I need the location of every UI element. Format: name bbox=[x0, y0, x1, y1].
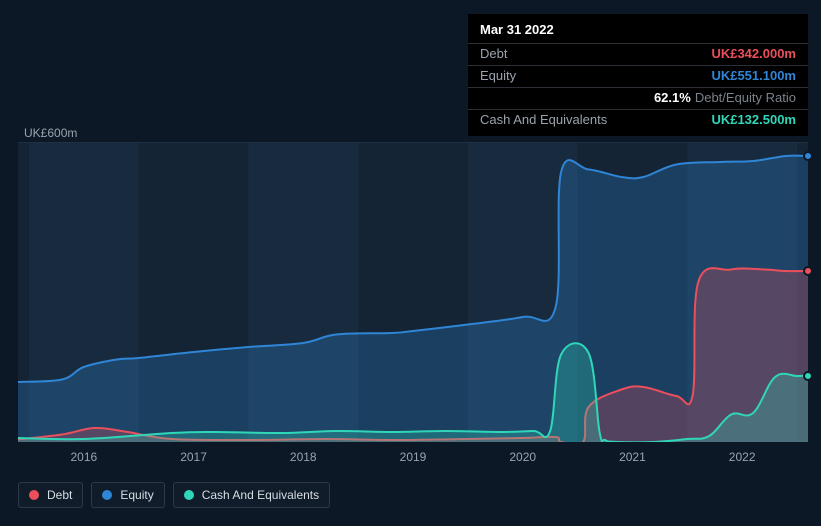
debt-equity-cash-chart bbox=[18, 142, 808, 442]
tooltip-date: Mar 31 2022 bbox=[468, 20, 808, 43]
debt-legend-dot-icon bbox=[29, 490, 39, 500]
equity-legend-dot-icon bbox=[102, 490, 112, 500]
tooltip-row: Debt UK£342.000m bbox=[468, 43, 808, 65]
tooltip-value: UK£342.000m bbox=[711, 46, 796, 63]
tooltip-row: Cash And Equivalents UK£132.500m bbox=[468, 109, 808, 131]
x-axis-tick: 2021 bbox=[619, 450, 646, 464]
x-axis-tick: 2019 bbox=[400, 450, 427, 464]
tooltip-row: Equity UK£551.100m bbox=[468, 65, 808, 87]
legend-item-debt[interactable]: Debt bbox=[18, 482, 83, 508]
x-axis-tick: 2017 bbox=[180, 450, 207, 464]
tooltip-ratio-pct: 62.1% bbox=[654, 90, 691, 105]
chart-tooltip: Mar 31 2022 Debt UK£342.000m Equity UK£551.… bbox=[468, 14, 808, 136]
debt-endpoint-marker bbox=[803, 266, 813, 276]
cash-endpoint-marker bbox=[803, 371, 813, 381]
tooltip-ratio-label: Debt/Equity Ratio bbox=[695, 90, 796, 105]
tooltip-label: Cash And Equivalents bbox=[480, 112, 607, 129]
legend-item-cash[interactable]: Cash And Equivalents bbox=[173, 482, 330, 508]
legend-label: Debt bbox=[47, 488, 72, 502]
x-axis-tick: 2020 bbox=[509, 450, 536, 464]
equity-endpoint-marker bbox=[803, 151, 813, 161]
tooltip-label: Debt bbox=[480, 46, 507, 63]
legend-item-equity[interactable]: Equity bbox=[91, 482, 164, 508]
tooltip-value: UK£551.100m bbox=[711, 68, 796, 85]
x-axis-tick: 2022 bbox=[729, 450, 756, 464]
cash-legend-dot-icon bbox=[184, 490, 194, 500]
legend-label: Cash And Equivalents bbox=[202, 488, 319, 502]
tooltip-value: UK£132.500m bbox=[711, 112, 796, 129]
x-axis-tick: 2018 bbox=[290, 450, 317, 464]
y-axis-top-label: UK£600m bbox=[24, 126, 77, 140]
x-axis-tick: 2016 bbox=[70, 450, 97, 464]
tooltip-label: Equity bbox=[480, 68, 516, 85]
legend-label: Equity bbox=[120, 488, 153, 502]
tooltip-row: 62.1% Debt/Equity Ratio bbox=[468, 87, 808, 109]
chart-legend: Debt Equity Cash And Equivalents bbox=[18, 482, 330, 508]
